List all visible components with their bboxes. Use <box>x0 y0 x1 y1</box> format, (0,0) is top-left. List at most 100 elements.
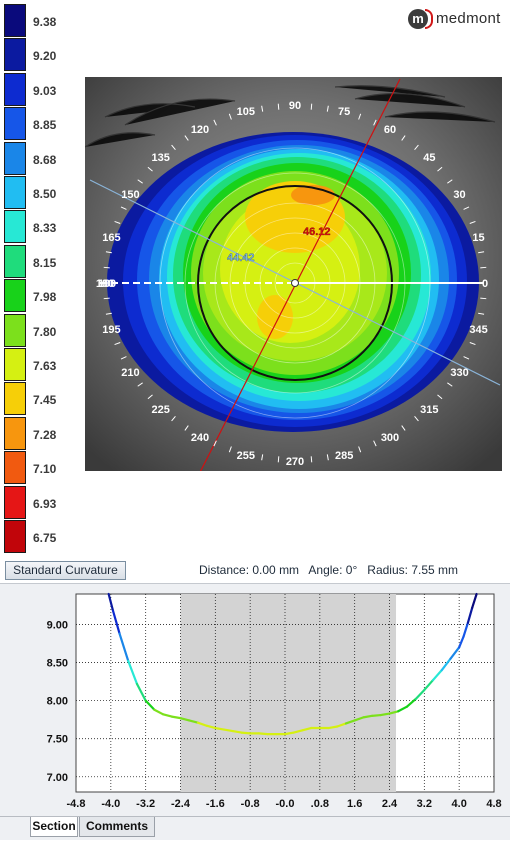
scale-swatch <box>4 451 26 485</box>
profile-segment <box>370 713 382 717</box>
steep-k-readout: 46.12 <box>303 226 331 238</box>
angle-tick <box>147 394 153 400</box>
angle-tick <box>469 342 476 346</box>
angle-tick <box>373 440 377 447</box>
profile-segment <box>405 697 417 708</box>
angle-tick <box>414 144 419 151</box>
x-tick-label: 3.2 <box>417 798 432 810</box>
scale-value: 6.93 <box>33 496 57 511</box>
angle-label: Angle: <box>308 563 343 577</box>
profile-segment <box>283 731 295 736</box>
profile-segment <box>292 729 304 734</box>
angle-label: 30 <box>453 189 465 201</box>
profile-segment <box>344 719 356 725</box>
profile-segment <box>379 712 391 717</box>
angle-label: 225 <box>151 404 169 416</box>
angle-tick <box>228 113 232 120</box>
angle-label: 345 <box>469 324 487 336</box>
scale-value: 8.50 <box>33 187 57 201</box>
profile-segment <box>240 731 252 735</box>
profile-segment <box>462 621 469 638</box>
scale-value: 7.63 <box>33 359 57 373</box>
profile-segment <box>414 688 426 701</box>
x-tick-label: .0.8 <box>311 798 329 810</box>
angle-label: 270 <box>286 456 304 468</box>
radius-value: 7.55 mm <box>411 563 458 577</box>
angle-tick <box>261 454 264 461</box>
y-tick-label: 9.00 <box>47 619 68 631</box>
angle-value: 0° <box>345 563 358 577</box>
angle-labels: 0 15 30 45 60 75 90 105 120 135 150 165 180 195 210 225… <box>96 100 488 468</box>
profile-segment <box>423 678 435 692</box>
profile-segment <box>135 682 147 702</box>
angle-tick <box>137 179 143 184</box>
profile-segment <box>144 699 156 711</box>
scale-value: 8.85 <box>33 118 57 133</box>
section-info-readout: Distance: 0.00 mm Angle: 0° Radius: 7.55… <box>199 563 458 577</box>
angle-label: 165 <box>102 232 120 244</box>
angle-tick <box>213 119 217 126</box>
profile-segment <box>327 725 339 730</box>
corneal-topography-map[interactable]: 0 15 30 45 60 75 90 105 120 135 150 165 180 195 210 225… <box>85 77 502 471</box>
angle-label: 150 <box>121 189 139 201</box>
x-tick-label: -0.8 <box>241 798 260 810</box>
scale-swatch <box>4 210 26 244</box>
x-tick-labels: -4.8 -4.0 -3.2 -2.4 -1.6 -0.8 -0.0 .0.8 1.6 2.4 3.… <box>67 798 502 810</box>
angle-tick <box>277 103 280 110</box>
apex-marker[interactable] <box>291 279 299 287</box>
angle-label: 285 <box>335 450 353 462</box>
profile-segment <box>458 635 465 649</box>
profile-segment <box>301 726 313 732</box>
y-tick-label: 8.00 <box>47 696 68 708</box>
section-profile-chart[interactable]: -4.8 -4.0 -3.2 -2.4 -1.6 -0.8 -0.0 .0.8 1.6 2.4 3.… <box>0 584 510 816</box>
y-tick-label: 7.00 <box>47 772 68 784</box>
angle-tick <box>401 425 406 431</box>
scale-value: 9.38 <box>33 15 57 29</box>
scale-value: 7.28 <box>33 427 57 442</box>
tab-comments[interactable]: Comments <box>79 817 155 837</box>
angle-tick <box>261 105 264 112</box>
profile-segment <box>362 714 374 719</box>
tab-section[interactable]: Section <box>30 817 78 837</box>
x-tick-label: 1.6 <box>347 798 362 810</box>
flat-k-readout: 44.42 <box>227 252 255 264</box>
angle-tick <box>437 394 443 400</box>
angle-tick <box>277 456 280 463</box>
angle-tick <box>447 179 453 184</box>
scale-value: 8.68 <box>33 152 57 167</box>
angle-label: 105 <box>237 106 255 118</box>
scale-value: 6.75 <box>33 531 57 545</box>
profile-segment <box>161 713 173 718</box>
profile-segment <box>111 609 121 635</box>
scale-swatch <box>4 244 26 278</box>
standard-curvature-button[interactable]: Standard Curvature <box>5 561 126 580</box>
angle-label: 135 <box>151 152 169 164</box>
profile-segment <box>397 705 409 713</box>
profile-segment <box>222 728 234 733</box>
angle-tick <box>463 206 470 210</box>
angle-tick <box>171 144 176 151</box>
x-tick-label: 2.4 <box>382 798 398 810</box>
angle-tick <box>373 119 377 126</box>
angle-tick <box>120 206 127 210</box>
angle-label: 255 <box>237 450 255 462</box>
profile-segment <box>431 669 443 682</box>
angle-tick <box>105 312 112 315</box>
angle-label: 90 <box>289 100 301 112</box>
angle-label: 45 <box>423 152 435 164</box>
y-tick-label: 8.50 <box>47 658 68 670</box>
eyelash-strokes <box>85 85 496 148</box>
angle-tick <box>184 425 189 431</box>
angle-tick <box>171 415 176 422</box>
angle-tick <box>137 382 143 387</box>
y-tick-label: 7.50 <box>47 734 68 746</box>
angle-label: 315 <box>420 404 438 416</box>
profile-segment <box>118 632 130 663</box>
color-scale-legend: 9.38 9.20 9.03 8.85 8.68 8.50 8.33 8.15 7.98 7.80… <box>4 4 60 556</box>
distance-label: Distance: <box>199 563 250 577</box>
profile-segment <box>353 716 365 722</box>
angle-tick <box>326 454 329 461</box>
scale-value: 8.15 <box>33 255 57 270</box>
angle-tick <box>437 166 443 172</box>
profile-segment <box>440 657 452 672</box>
